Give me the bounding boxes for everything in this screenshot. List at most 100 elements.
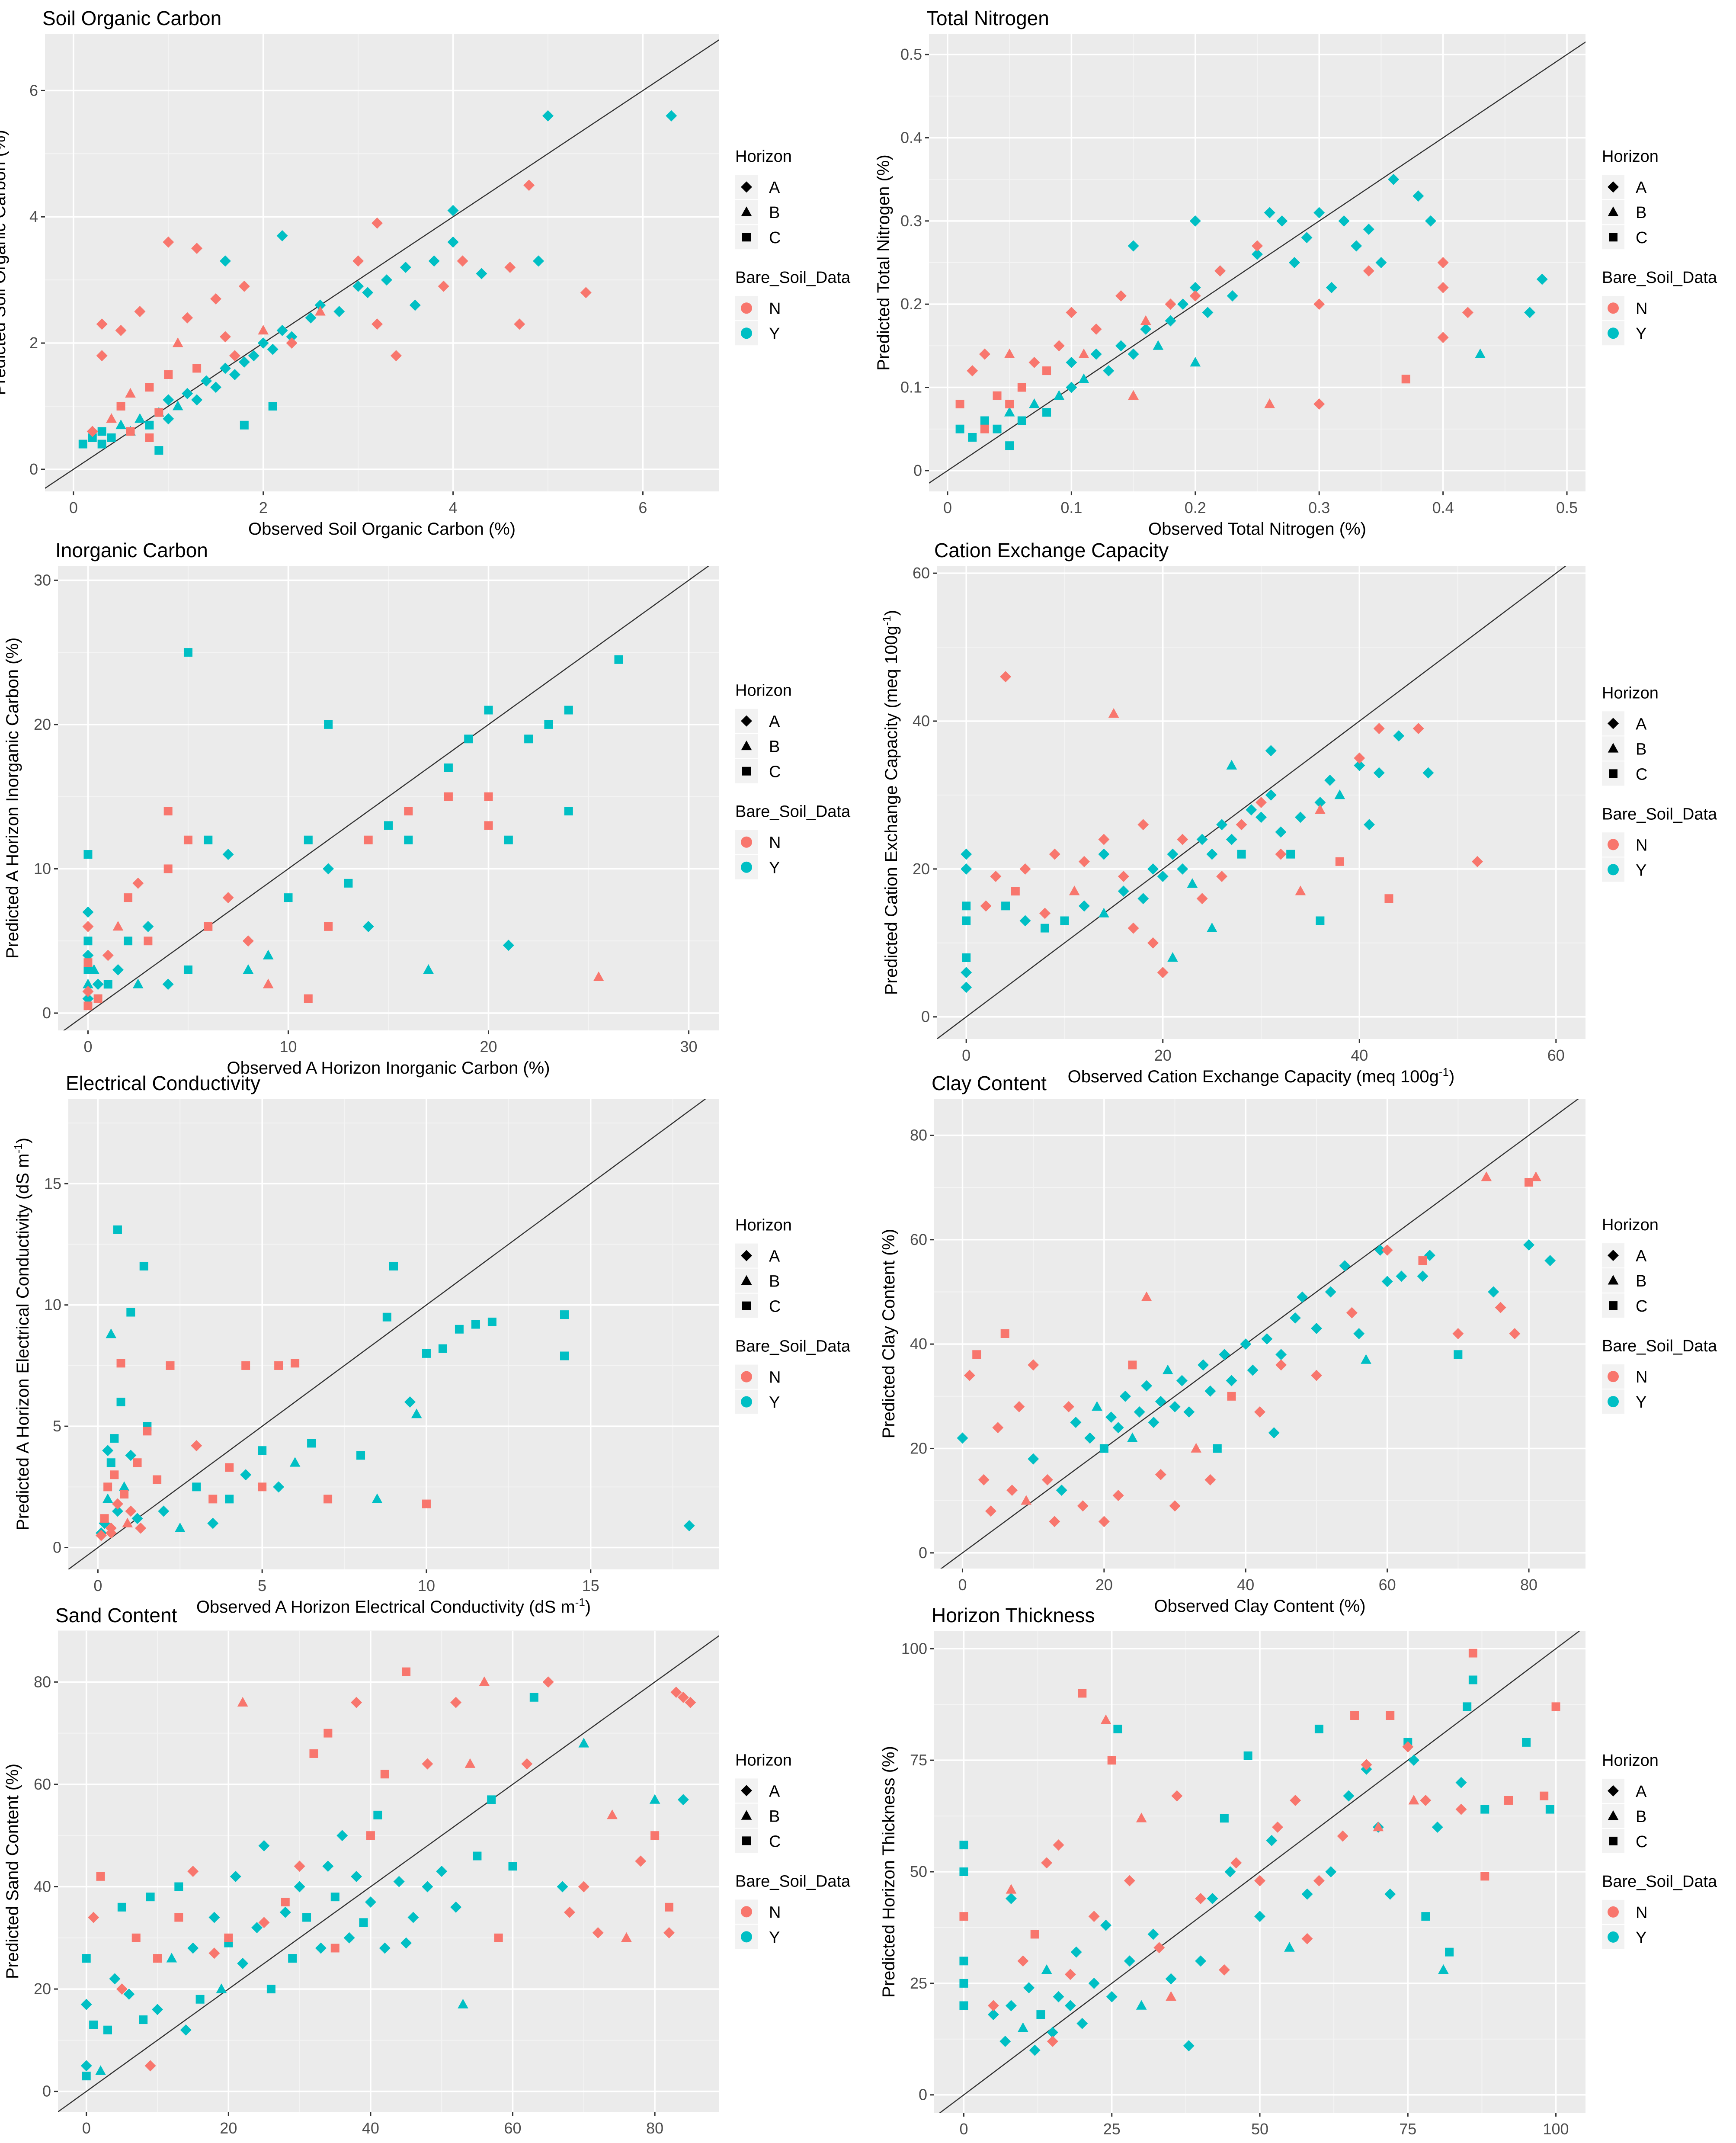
- legend-horizon-label: B: [769, 1273, 780, 1291]
- data-point: [142, 921, 154, 932]
- data-point: [172, 400, 183, 411]
- data-point: [103, 980, 112, 989]
- data-point: [362, 287, 374, 298]
- data-point: [978, 1474, 990, 1485]
- data-point: [116, 1398, 125, 1407]
- y-axis-label: Predicted Horizon Thickness (%): [879, 1746, 898, 1998]
- data-point: [1454, 1350, 1463, 1359]
- data-point: [1047, 2027, 1058, 2038]
- legend-square-icon: [1609, 769, 1617, 778]
- legend-horizon-label: A: [1636, 179, 1647, 197]
- data-point: [174, 1882, 183, 1891]
- legend-triangle-icon: [1608, 1810, 1619, 1820]
- data-point: [153, 1954, 162, 1963]
- legend-diamond-icon: [741, 715, 752, 727]
- data-point: [225, 1463, 234, 1472]
- data-point: [1100, 1919, 1112, 1931]
- data-point: [1413, 723, 1424, 735]
- data-point: [243, 964, 254, 974]
- data-point: [109, 1973, 121, 1985]
- data-point: [390, 350, 402, 362]
- legend-bare-label: N: [1636, 1904, 1647, 1922]
- data-point: [423, 964, 434, 974]
- data-point: [80, 1999, 92, 2010]
- data-point: [1183, 1406, 1195, 1418]
- data-point: [1004, 348, 1015, 358]
- data-point: [1468, 1675, 1477, 1684]
- data-point: [422, 1349, 431, 1358]
- legend-bare-label: Y: [1636, 1393, 1646, 1412]
- data-point: [110, 1470, 119, 1479]
- identity-line: [929, 41, 1585, 484]
- legend-horizon-title: Horizon: [1602, 684, 1659, 702]
- data-point: [1452, 1328, 1464, 1339]
- chart-title: Total Nitrogen: [926, 7, 1049, 29]
- data-point: [204, 835, 213, 844]
- data-point: [1437, 282, 1449, 293]
- data-point: [1148, 1417, 1159, 1428]
- data-point: [1196, 893, 1208, 905]
- y-axis-label: Predicted Sand Content (%): [3, 1764, 22, 1979]
- data-point: [1064, 2000, 1076, 2011]
- identity-line: [940, 1099, 1579, 1569]
- x-axis-label: Observed Soil Organic Carbon (%): [248, 520, 516, 539]
- data-point: [222, 892, 234, 904]
- x-tick-label: 60: [504, 2119, 522, 2137]
- data-point: [132, 978, 144, 988]
- data-point: [82, 950, 94, 961]
- data-point: [180, 2024, 192, 2036]
- data-point: [1053, 1839, 1064, 1851]
- data-point: [1247, 1364, 1259, 1376]
- data-point: [990, 870, 1002, 882]
- data-point: [1544, 1255, 1556, 1267]
- data-point: [1105, 1412, 1117, 1423]
- identity-line: [68, 1099, 707, 1569]
- data-point: [1165, 315, 1176, 327]
- data-point: [208, 1912, 220, 1923]
- data-point: [304, 994, 313, 1003]
- data-point: [533, 255, 545, 267]
- data-point: [560, 1351, 569, 1360]
- data-point: [267, 343, 279, 355]
- data-point: [1339, 1260, 1351, 1272]
- data-point: [1480, 1805, 1489, 1814]
- data-point: [650, 1831, 660, 1840]
- data-point: [305, 312, 317, 324]
- legend-bare-label: N: [769, 1369, 781, 1387]
- data-point: [1421, 1912, 1430, 1921]
- y-tick-label: 40: [34, 1877, 51, 1895]
- data-point: [112, 1505, 123, 1517]
- legend-horizon-title: Horizon: [1602, 148, 1659, 166]
- legend-bare-label: Y: [769, 1394, 780, 1412]
- data-point: [1375, 257, 1387, 268]
- data-point: [1418, 1256, 1427, 1265]
- chart-title: Electrical Conductivity: [66, 1072, 260, 1094]
- data-point: [131, 1513, 143, 1524]
- data-point: [1220, 1814, 1229, 1823]
- data-point: [1039, 908, 1051, 919]
- data-point: [1119, 1390, 1131, 1402]
- data-point: [372, 217, 383, 229]
- data-point: [95, 1530, 107, 1541]
- legend-dot-icon: [1608, 1931, 1619, 1943]
- data-point: [1335, 857, 1344, 866]
- data-point: [1047, 2035, 1058, 2047]
- data-point: [1187, 878, 1198, 888]
- data-point: [152, 2004, 163, 2015]
- data-point: [508, 1862, 517, 1871]
- data-point: [1509, 1328, 1521, 1339]
- data-point: [961, 848, 972, 860]
- data-point: [122, 1517, 133, 1527]
- data-point: [1525, 1178, 1534, 1187]
- x-tick-label: 40: [1351, 1046, 1368, 1064]
- y-tick-label: 0: [921, 1008, 930, 1026]
- data-point: [1169, 1401, 1181, 1412]
- data-point: [143, 1427, 152, 1436]
- data-point: [126, 1308, 135, 1317]
- data-point: [192, 364, 202, 373]
- data-point: [1066, 356, 1077, 368]
- data-point: [1350, 1711, 1359, 1720]
- data-point: [1127, 1432, 1138, 1442]
- data-point: [274, 1361, 283, 1370]
